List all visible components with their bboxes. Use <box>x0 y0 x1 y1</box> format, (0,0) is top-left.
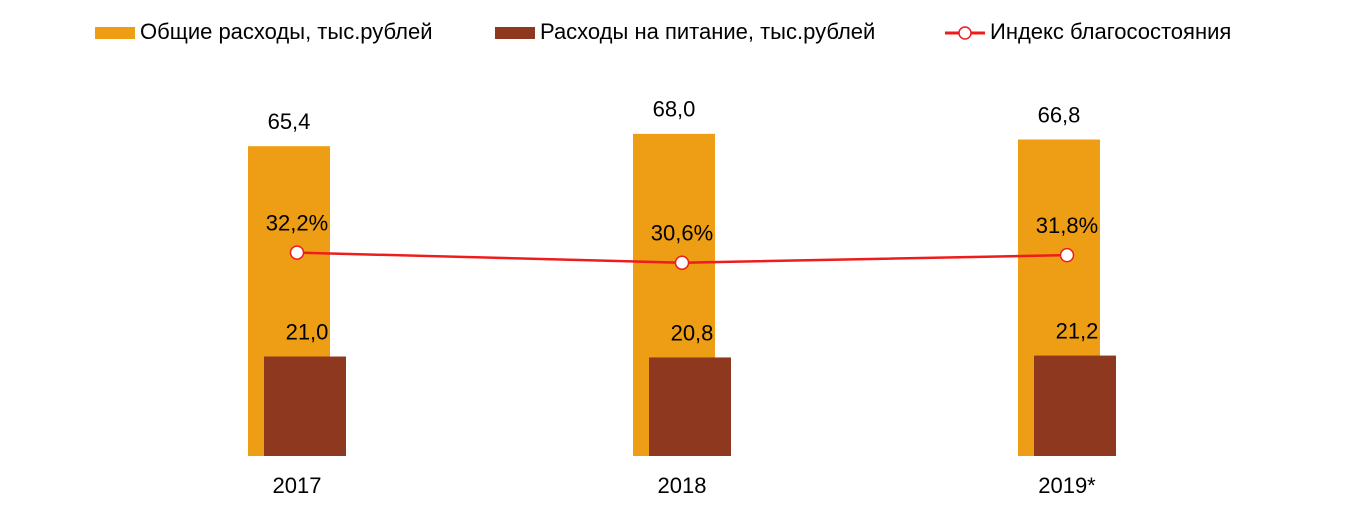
data-label: 21,0 <box>286 319 329 344</box>
data-label: 65,4 <box>268 109 311 134</box>
bar <box>1034 355 1116 456</box>
legend-label: Индекс благосостояния <box>990 19 1231 44</box>
data-label: 21,2 <box>1056 318 1099 343</box>
line-marker <box>1059 247 1075 263</box>
data-label: 20,8 <box>671 320 714 345</box>
bar <box>264 356 346 456</box>
legend-label: Расходы на питание, тыс.рублей <box>540 19 875 44</box>
x-tick-label: 2018 <box>658 473 707 498</box>
bar <box>649 357 731 456</box>
line-marker <box>289 245 305 260</box>
data-label: 32,2% <box>266 210 328 235</box>
legend-swatch <box>495 27 535 39</box>
legend-marker <box>958 26 972 40</box>
data-label: 31,8% <box>1036 213 1098 238</box>
x-tick-label: 2017 <box>273 473 322 498</box>
data-label: 30,6% <box>651 221 713 246</box>
legend-swatch <box>95 27 135 39</box>
data-label: 66,8 <box>1038 102 1081 127</box>
data-label: 68,0 <box>653 97 696 122</box>
line-marker <box>674 255 690 270</box>
legend-label: Общие расходы, тыс.рублей <box>140 19 433 44</box>
x-tick-label: 2019* <box>1038 473 1096 498</box>
